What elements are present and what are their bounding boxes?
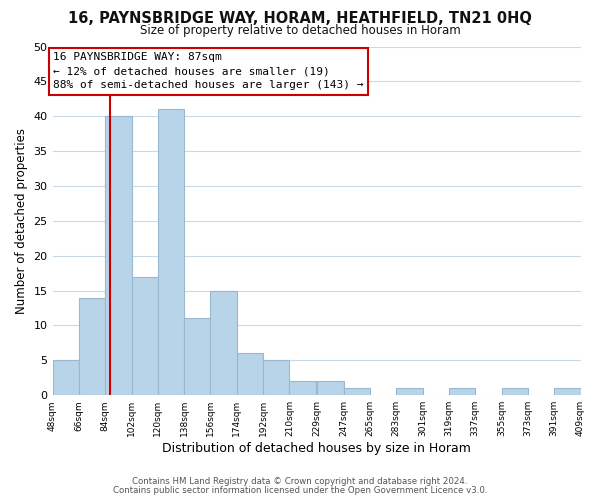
Bar [502,388,528,395]
Bar [554,388,581,395]
Bar [79,298,105,395]
Text: Contains public sector information licensed under the Open Government Licence v3: Contains public sector information licen… [113,486,487,495]
Bar [317,382,344,395]
Text: Contains HM Land Registry data © Crown copyright and database right 2024.: Contains HM Land Registry data © Crown c… [132,477,468,486]
Bar [158,110,184,395]
Bar [211,290,237,395]
Bar [131,276,158,395]
Text: Size of property relative to detached houses in Horam: Size of property relative to detached ho… [140,24,460,37]
Bar [344,388,370,395]
Bar [263,360,289,395]
Bar [184,318,211,395]
Y-axis label: Number of detached properties: Number of detached properties [15,128,28,314]
Bar [396,388,422,395]
Text: 16, PAYNSBRIDGE WAY, HORAM, HEATHFIELD, TN21 0HQ: 16, PAYNSBRIDGE WAY, HORAM, HEATHFIELD, … [68,11,532,26]
Text: 16 PAYNSBRIDGE WAY: 87sqm
← 12% of detached houses are smaller (19)
88% of semi-: 16 PAYNSBRIDGE WAY: 87sqm ← 12% of detac… [53,52,364,90]
Bar [53,360,79,395]
Bar [105,116,131,395]
Bar [289,382,316,395]
X-axis label: Distribution of detached houses by size in Horam: Distribution of detached houses by size … [162,442,471,455]
Bar [237,354,263,395]
Bar [449,388,475,395]
